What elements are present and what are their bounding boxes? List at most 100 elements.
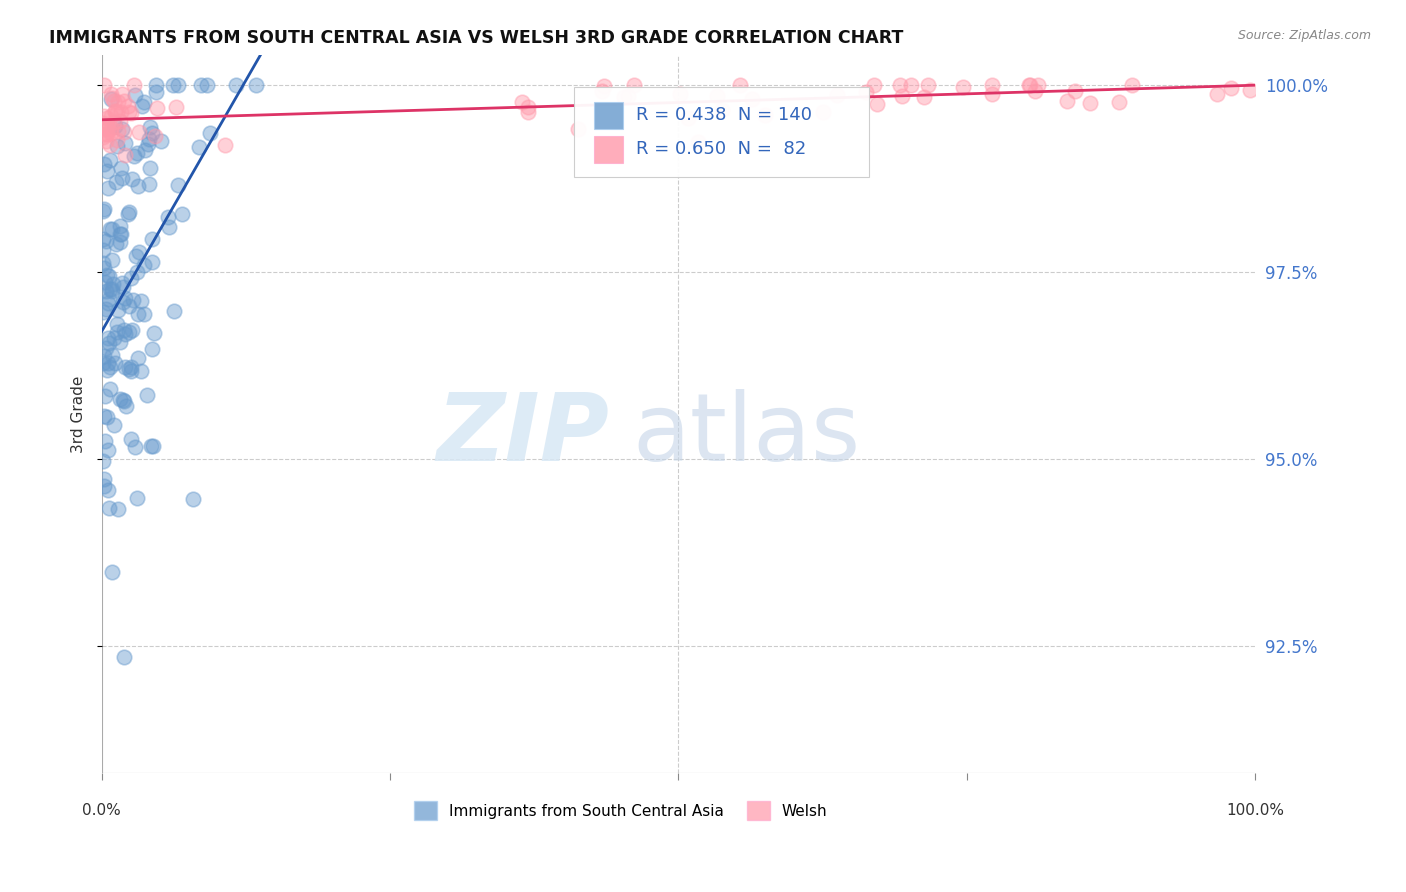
Point [98,382,121,396]
Point [96,302,118,317]
Point [94,234,117,248]
Point [103,331,125,345]
Point [112,95,135,109]
Point [91,305,114,319]
Point [100,284,122,298]
Point [142,326,165,340]
Point [96,342,118,356]
Point [669,87,692,101]
Point [96,268,118,283]
Point [111,276,134,290]
Point [100,126,122,140]
Point [97,181,120,195]
Point [127,351,149,365]
Point [1026,78,1049,93]
Point [188,140,211,154]
Point [91,453,114,467]
Point [1121,78,1143,92]
Point [166,178,188,193]
Point [108,235,131,249]
Point [98,359,121,374]
Point [91,115,114,129]
Point [103,94,125,108]
Point [97,356,120,370]
Point [98,336,121,351]
Point [93,78,115,92]
Point [125,146,148,161]
Point [190,78,212,92]
Point [1056,94,1078,108]
Point [145,101,167,115]
Point [97,483,120,498]
Point [100,87,122,101]
Point [98,293,121,307]
Point [145,78,167,92]
Point [94,134,117,148]
Point [108,392,131,406]
Point [93,109,115,123]
Point [105,139,128,153]
Point [108,227,131,241]
Point [855,85,877,99]
Point [120,432,142,446]
Point [110,227,132,241]
Point [107,302,129,317]
Point [157,219,180,234]
Point [114,136,136,151]
FancyBboxPatch shape [575,87,869,178]
Point [112,126,135,140]
Point [132,258,155,272]
Point [952,79,974,94]
Point [93,479,115,493]
Point [163,304,186,318]
Point [96,120,118,134]
Text: ZIP: ZIP [436,390,609,482]
Point [105,105,128,120]
Point [93,157,115,171]
Point [121,323,143,337]
Point [91,356,114,370]
Point [111,280,134,294]
Point [104,119,127,133]
Point [93,260,115,275]
Point [105,317,128,331]
Point [1108,95,1130,109]
Point [107,95,129,110]
Point [110,105,132,120]
Point [96,127,118,141]
Point [108,219,131,233]
Point [195,78,218,92]
Point [128,125,150,139]
Point [1078,95,1101,110]
Point [105,133,128,147]
Point [91,243,114,257]
Point [214,138,236,153]
Point [93,472,115,486]
Point [862,78,884,92]
Point [141,126,163,140]
Point [136,137,159,152]
Point [1206,87,1229,101]
Point [98,138,121,153]
Point [108,334,131,349]
Point [103,115,125,129]
Point [131,99,153,113]
Point [98,153,121,167]
Point [117,99,139,113]
Point [172,207,194,221]
Point [101,277,124,292]
Point [132,95,155,109]
Point [107,501,129,516]
Point [118,105,141,120]
Point [122,149,145,163]
Point [142,439,165,453]
Point [100,120,122,135]
Point [118,299,141,313]
Point [100,222,122,236]
Point [93,434,115,449]
Point [676,111,699,125]
Point [138,178,160,192]
Point [900,78,922,92]
Point [112,294,135,309]
Point [114,291,136,305]
